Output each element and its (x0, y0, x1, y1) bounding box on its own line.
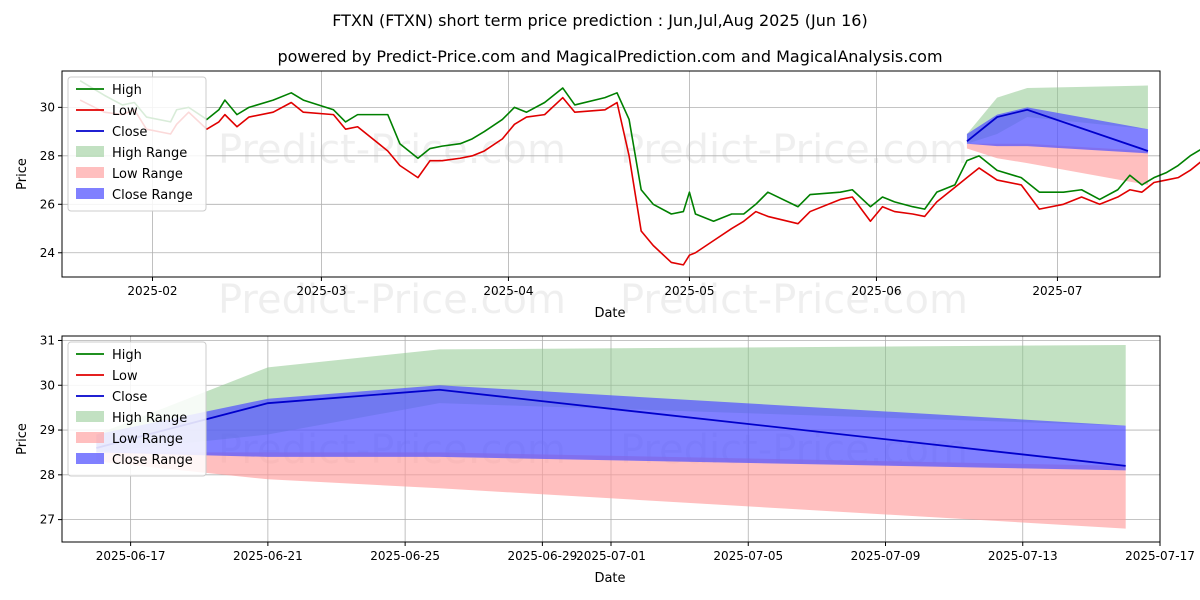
top-x-tick-label: 2025-07 (1032, 284, 1082, 298)
top-x-tick-label: 2025-04 (483, 284, 533, 298)
history-ylabel: Price (15, 158, 30, 190)
top-x-tick-label: 2025-05 (664, 284, 714, 298)
bot-legend-swatch (76, 432, 104, 443)
top-legend-swatch (76, 188, 104, 199)
top-high-line (79, 80, 1200, 223)
bot-legend-label: High (112, 348, 142, 363)
bot-x-tick-label: 2025-06-29 (508, 549, 578, 563)
bot-x-tick-label: 2025-07-09 (851, 549, 921, 563)
top-legend-label: Close (112, 125, 147, 140)
bot-legend-label: Low (112, 369, 138, 384)
bot-x-tick-label: 2025-06-21 (233, 549, 303, 563)
watermark-top-1: Predict-Price.com (218, 127, 566, 173)
top-legend-label: Low Range (112, 167, 183, 182)
forecast-xlabel: Date (594, 571, 625, 586)
forecast-ticks: 2025-06-17 2025-06-21 2025-06-25 2025-06-29… (40, 333, 1195, 563)
bot-x-tick-label: 2025-07-13 (988, 549, 1058, 563)
forecast-marks (96, 344, 1126, 529)
top-close-line (966, 108, 1149, 152)
bot-y-tick-label: 27 (40, 513, 55, 527)
top-legend-label: Low (112, 104, 138, 119)
forecast-plot: Predict-Price.com Predict-Price.com 2025… (15, 333, 1195, 586)
top-y-tick-label: 28 (40, 149, 55, 163)
top-legend-label: High Range (112, 146, 187, 161)
top-legend-swatch (76, 167, 104, 178)
bot-legend-swatch (76, 411, 104, 422)
top-close-range-band (966, 107, 1148, 154)
forecast-legend: High Low Close High Range Low Range Close Ran… (67, 341, 207, 477)
top-y-tick-label: 30 (40, 100, 55, 114)
top-legend-label: Close Range (112, 188, 193, 203)
bot-low-range-band (96, 452, 1126, 529)
chart-title: FTXN (FTXN) short term price prediction … (332, 11, 867, 30)
bot-y-tick-label: 31 (40, 333, 55, 347)
history-marks (79, 80, 1200, 266)
bot-y-tick-label: 29 (40, 423, 55, 437)
top-x-tick-label: 2025-02 (127, 284, 177, 298)
top-y-tick-label: 24 (40, 246, 55, 260)
bot-y-tick-label: 30 (40, 378, 55, 392)
forecast-ylabel: Price (15, 423, 30, 455)
top-y-tick-label: 26 (40, 197, 55, 211)
top-x-tick-label: 2025-06 (851, 284, 901, 298)
bot-close-range-band (96, 385, 1126, 471)
bot-x-tick-label: 2025-07-17 (1125, 549, 1195, 563)
watermark-top-4: Predict-Price.com (620, 277, 968, 323)
bot-legend-label: Close Range (112, 453, 193, 468)
history-legend: High Low Close High Range Low Range Close Ran… (67, 76, 207, 212)
top-low-line (79, 96, 1200, 266)
bot-x-tick-label: 2025-06-25 (370, 549, 440, 563)
bot-legend-label: High Range (112, 411, 187, 426)
bot-x-tick-label: 2025-06-17 (96, 549, 166, 563)
chart-subtitle: powered by Predict-Price.com and Magical… (277, 47, 942, 66)
history-plot: Predict-Price.com Predict-Price.com Pred… (15, 70, 1200, 323)
watermark-top-2: Predict-Price.com (620, 127, 968, 173)
bot-y-tick-label: 28 (40, 468, 55, 482)
top-x-tick-label: 2025-03 (296, 284, 346, 298)
forecast-axes-frame (61, 335, 1161, 543)
history-axes-frame (61, 70, 1161, 278)
bot-x-tick-label: 2025-07-05 (713, 549, 783, 563)
top-legend-swatch (76, 146, 104, 157)
top-legend-label: High (112, 83, 142, 98)
watermark-top-3: Predict-Price.com (218, 277, 566, 323)
history-xlabel: Date (594, 306, 625, 321)
history-ticks: 2025-02 2025-03 2025-04 2025-05 2025-06 2025-… (40, 100, 1083, 298)
bot-legend-swatch (76, 453, 104, 464)
bot-legend-label: Close (112, 390, 147, 405)
top-low-range-band (966, 143, 1148, 185)
bot-x-tick-label: 2025-07-01 (576, 549, 646, 563)
bot-legend-label: Low Range (112, 432, 183, 447)
